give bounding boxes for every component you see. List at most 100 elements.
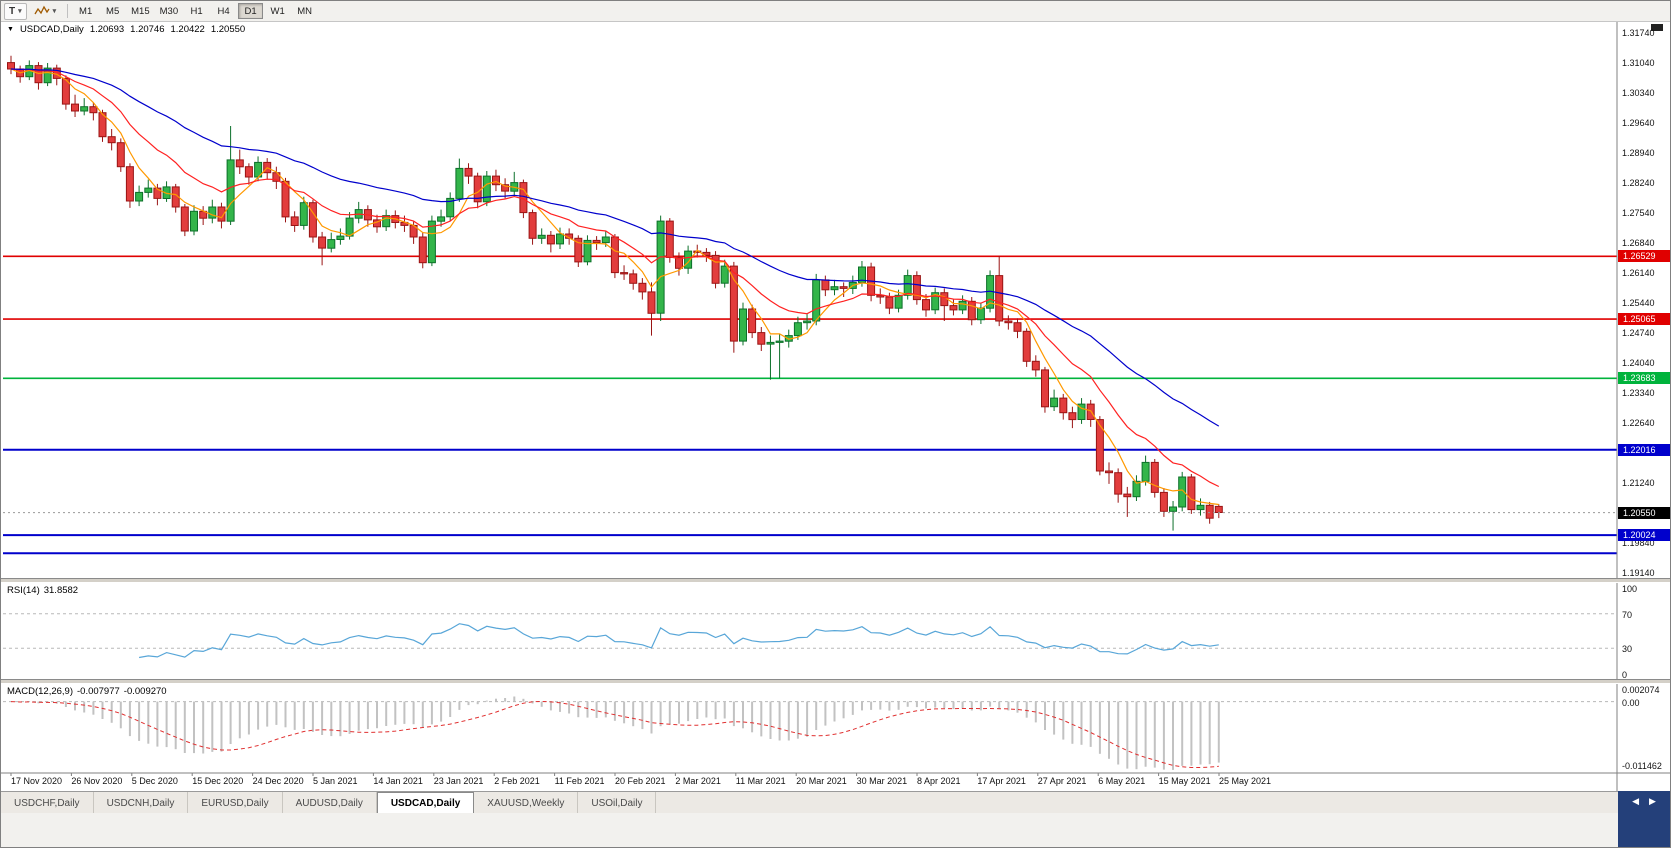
candle-body [427, 220, 436, 264]
slow-ma-line [10, 68, 1220, 427]
candle-body [803, 320, 812, 324]
candle-body [656, 220, 665, 314]
candle-body [1205, 504, 1214, 519]
candle-body [116, 142, 125, 168]
timeframe-button-d1[interactable]: D1 [238, 3, 264, 19]
candle-body [894, 294, 903, 309]
panel-divider-macd[interactable] [1, 679, 1670, 684]
candle-body [501, 184, 510, 192]
chart-shift-marker[interactable] [1651, 24, 1663, 31]
candle-body [748, 308, 757, 334]
candle-body [125, 166, 134, 202]
candle-body [1077, 403, 1086, 421]
chart-tab-usoil[interactable]: USOil,Daily [578, 792, 657, 814]
candle-body [556, 233, 564, 245]
tabs-scroll-left-icon[interactable]: ◀ [1632, 796, 1639, 806]
timeframe-button-m1[interactable]: M1 [73, 3, 98, 19]
candle-body [437, 216, 446, 222]
chart-tabs-bar: USDCHF,Daily USDCNH,Daily EURUSD,Daily AUDU… [1, 791, 1670, 814]
candle-body [592, 239, 601, 243]
timeframe-button-h1[interactable]: H1 [184, 3, 209, 19]
candle-body [382, 215, 391, 228]
candle-body [180, 206, 189, 232]
candle-body [1132, 480, 1141, 498]
candle-body [153, 187, 162, 199]
candle-body [995, 275, 1004, 322]
chart-tab-eurusd[interactable]: EURUSD,Daily [188, 792, 283, 814]
chart-tab-usdcad[interactable]: USDCAD,Daily [376, 792, 475, 814]
candle-body [7, 62, 15, 70]
candle-body [967, 300, 976, 321]
candle-body [43, 67, 52, 84]
candle-body [464, 167, 473, 177]
candle-body [418, 236, 427, 264]
candle-body [492, 175, 500, 186]
candle-body [1178, 476, 1187, 508]
chart-tab-usdchf[interactable]: USDCHF,Daily [1, 792, 94, 814]
chart-tab-xauusd[interactable]: XAUUSD,Weekly [474, 792, 579, 814]
candle-body [208, 206, 217, 219]
candle-body [80, 106, 89, 112]
timeframe-button-m30[interactable]: M30 [156, 3, 182, 19]
candle-body [665, 220, 674, 259]
tabs-scroll-right-icon[interactable]: ▶ [1649, 796, 1656, 806]
tabs-scroll-box: ◀ ▶ [1618, 791, 1670, 847]
candle-body [638, 282, 647, 293]
candle-body [675, 257, 683, 269]
candle-body [739, 308, 747, 342]
candle-body [912, 275, 921, 301]
candle-body [766, 341, 775, 345]
toolbar-separator [67, 4, 69, 18]
candle-body [684, 250, 693, 269]
candle-body [711, 254, 720, 284]
candle-body [1187, 476, 1196, 511]
candle-body [546, 234, 555, 245]
candle-body [318, 236, 327, 249]
candle-body [135, 191, 144, 202]
candle-body [720, 265, 729, 284]
candle-body [958, 300, 967, 311]
window-bottom-strip [1, 813, 1670, 847]
candle-body [528, 212, 537, 239]
candle-body [1196, 504, 1205, 511]
text-tool-button[interactable]: T ▾ [4, 2, 27, 20]
candle-body [976, 307, 985, 321]
chart-tab-usdcnh[interactable]: USDCNH,Daily [94, 792, 189, 814]
candle-body [1095, 419, 1104, 472]
timeframe-button-group: M1 M5 M15 M30 H1 H4 D1 W1 MN [72, 3, 318, 19]
candle-body [34, 65, 43, 84]
candle-body [1004, 320, 1013, 324]
candle-body [1123, 493, 1132, 498]
panel-divider-rsi[interactable] [1, 578, 1670, 583]
candle-body [336, 235, 345, 241]
candle-body [1031, 360, 1040, 371]
candle-body [537, 234, 546, 239]
timeframe-button-mn[interactable]: MN [292, 3, 317, 19]
candle-body [1159, 491, 1168, 512]
toolbar: T ▾ ▾ M1 M5 M15 M30 H1 H4 D1 W1 MN [1, 1, 1670, 22]
candle-body [610, 236, 619, 274]
candle-body [922, 299, 930, 311]
candle-body [107, 136, 116, 144]
rsi-line [138, 623, 1219, 659]
timeframe-button-m5[interactable]: M5 [100, 3, 125, 19]
timeframe-button-h4[interactable]: H4 [211, 3, 236, 19]
candle-body [729, 265, 738, 342]
candle-body [482, 175, 491, 203]
macd-signal-line [10, 700, 1219, 768]
candle-body [812, 279, 821, 322]
candle-body [1214, 505, 1223, 513]
timeframe-button-w1[interactable]: W1 [265, 3, 290, 19]
chart-tab-audusd[interactable]: AUDUSD,Daily [283, 792, 377, 814]
caret-down-icon: ▾ [52, 8, 57, 15]
timeframe-button-m15[interactable]: M15 [127, 3, 153, 19]
candle-body [1068, 412, 1077, 421]
candle-body [1150, 461, 1159, 493]
candle-body [693, 250, 702, 253]
indicators-button[interactable]: ▾ [29, 3, 62, 20]
candle-body [98, 112, 107, 138]
fast-ma-line [10, 68, 1219, 506]
candle-body [290, 216, 299, 226]
